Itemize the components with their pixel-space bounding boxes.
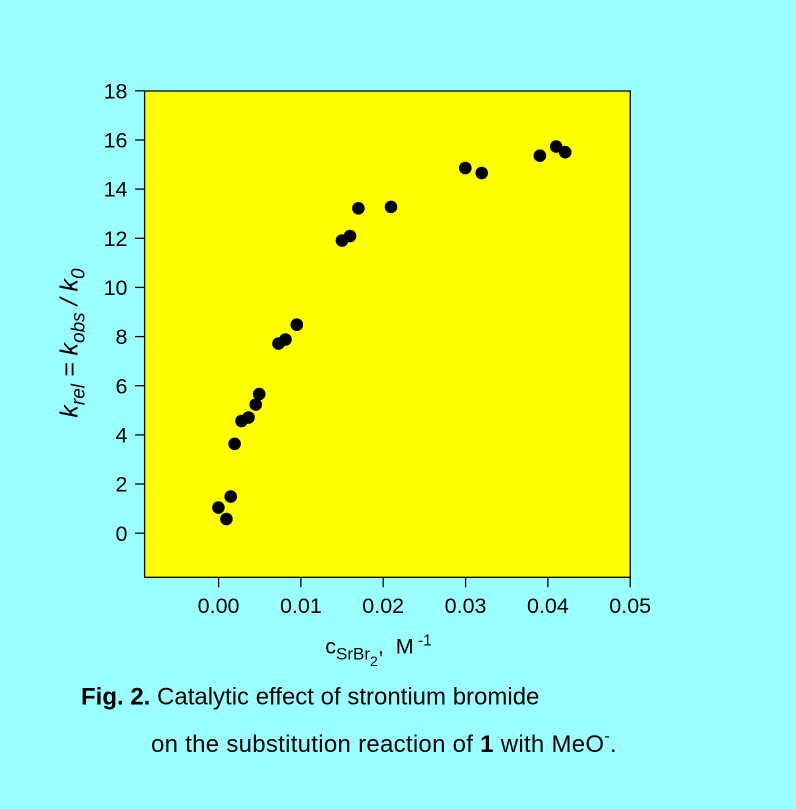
svg-text:0.02: 0.02 [362, 594, 404, 618]
svg-text:0: 0 [116, 522, 128, 546]
svg-text:0.05: 0.05 [609, 594, 651, 618]
svg-text:0.01: 0.01 [280, 594, 322, 618]
svg-text:4: 4 [116, 424, 128, 448]
svg-text:16: 16 [104, 129, 128, 153]
svg-text:on the substitution reaction o: on the substitution reaction of 1 with M… [151, 728, 617, 758]
svg-text:0.04: 0.04 [527, 594, 569, 618]
svg-text:0.00: 0.00 [198, 594, 240, 618]
svg-text:18: 18 [104, 79, 128, 103]
svg-text:6: 6 [116, 374, 128, 398]
svg-text:8: 8 [116, 325, 128, 349]
svg-text:0.03: 0.03 [445, 594, 487, 618]
svg-text:10: 10 [104, 276, 128, 300]
svg-text:12: 12 [104, 227, 128, 251]
svg-text:Fig. 2. Catalytic effect of st: Fig. 2. Catalytic effect of strontium br… [81, 684, 539, 711]
svg-text:2: 2 [116, 473, 128, 497]
svg-text:14: 14 [104, 178, 128, 202]
